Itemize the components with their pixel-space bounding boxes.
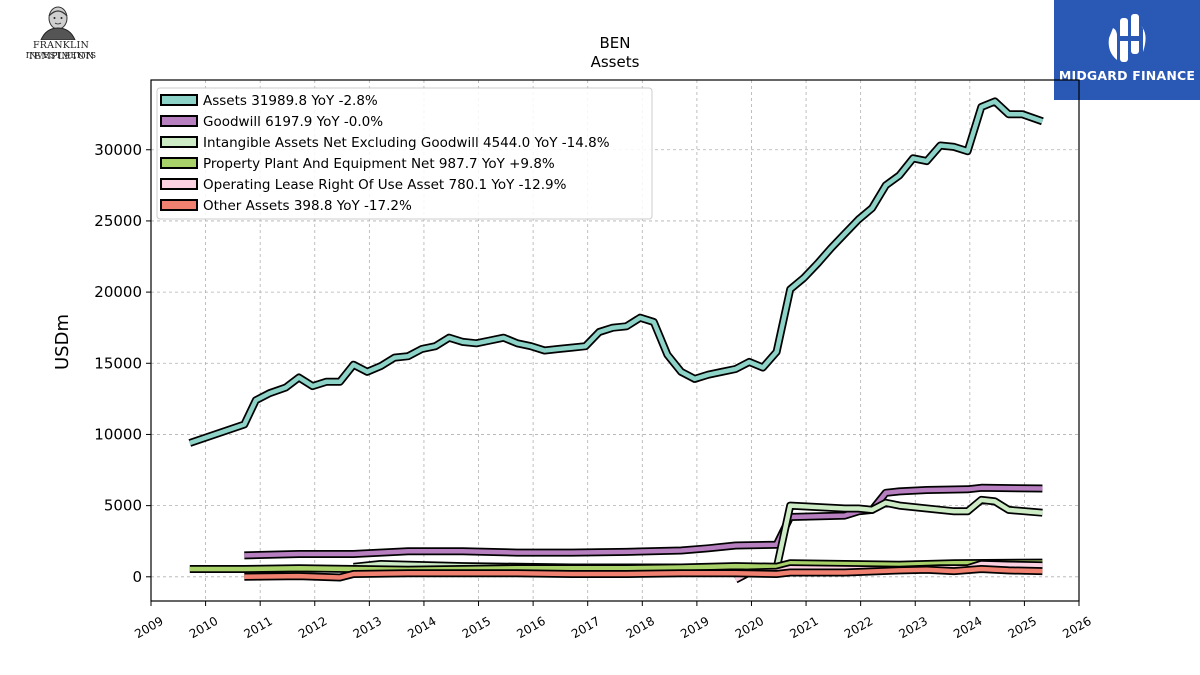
y-tick-label: 5000 <box>104 497 142 515</box>
series-line <box>244 566 1043 580</box>
plot-frame <box>150 79 1080 602</box>
y-tick-label: 25000 <box>94 212 142 230</box>
legend: Assets 31989.8 YoY -2.8% Goodwill 6197.9 … <box>156 87 653 220</box>
legend-box <box>156 87 653 220</box>
x-tick-label: 2015 <box>460 614 493 641</box>
x-tick-label: 2025 <box>1006 614 1039 641</box>
legend-swatch <box>160 115 198 127</box>
x-tick-label: 2011 <box>241 614 274 641</box>
series-intangible-assets-net-excluding-goodwill <box>353 495 1043 573</box>
franklin-templeton-logo: FRANKLIN TEMPLETON INVESTMENTS <box>0 0 125 70</box>
series-goodwill <box>244 483 1043 560</box>
x-tick-label: 2019 <box>678 614 711 641</box>
x-tick-label: 2021 <box>787 614 820 641</box>
series-line <box>244 485 1043 558</box>
x-tick-label: 2022 <box>842 614 875 641</box>
series-line <box>189 560 1043 572</box>
legend-label: Other Assets 398.8 YoY -17.2% <box>203 198 412 214</box>
legend-swatch <box>160 178 198 190</box>
x-tick-label: 2017 <box>569 614 602 641</box>
legend-label: Goodwill 6197.9 YoY -0.0% <box>203 114 383 130</box>
y-tick-label: 15000 <box>94 354 142 372</box>
y-tick-label: 10000 <box>94 425 142 443</box>
series-other-assets <box>244 565 1043 582</box>
x-tick-label: 2014 <box>405 614 438 641</box>
series-property-plant-and-equipment-net <box>189 558 1043 574</box>
y-tick-label: 30000 <box>94 141 142 159</box>
series-line-outline <box>244 483 1043 560</box>
x-tick-label: 2026 <box>1060 614 1093 641</box>
x-tick-label: 2013 <box>351 614 384 641</box>
x-tick-label: 2018 <box>624 614 657 641</box>
chart-title: BEN <box>600 34 631 52</box>
x-tick-label: 2024 <box>951 614 984 641</box>
legend-label: Intangible Assets Net Excluding Goodwill… <box>203 135 610 151</box>
legend-swatch <box>160 157 198 169</box>
y-tick-label: 0 <box>132 568 142 586</box>
x-axis: 2009 2010 2011 2012 2013 2014 2015 2016 2017 2018… <box>132 601 1094 641</box>
midgard-finance-name: MIDGARD FINANCE <box>1058 68 1196 83</box>
legend-label: Operating Lease Right Of Use Asset 780.1… <box>203 177 567 193</box>
logo-line-1: FRANKLIN TEMPLETON <box>27 40 95 62</box>
x-tick-label: 2016 <box>514 614 547 641</box>
x-tick-label: 2023 <box>897 614 930 641</box>
portrait-icon <box>40 6 76 40</box>
y-axis: 0 5000 10000 15000 20000 25000 30000 <box>94 141 151 586</box>
x-tick-label: 2020 <box>733 614 766 641</box>
y-axis-label: USDm <box>52 314 73 370</box>
series-line <box>189 99 1044 446</box>
series-line <box>353 497 1043 571</box>
series-assets <box>188 97 1044 447</box>
x-tick-label: 2010 <box>187 614 220 641</box>
x-tick-label: 2012 <box>296 614 329 641</box>
logo-line-2: INVESTMENTS <box>25 51 97 61</box>
legend-label: Property Plant And Equipment Net 987.7 Y… <box>203 156 555 172</box>
legend-label: Assets 31989.8 YoY -2.8% <box>203 93 378 109</box>
chart-subtitle: Assets <box>591 53 640 71</box>
y-tick-label: 20000 <box>94 283 142 301</box>
legend-swatch <box>160 199 198 211</box>
legend-swatch <box>160 94 198 106</box>
midgard-mark-icon <box>1108 14 1146 62</box>
x-tick-label: 2009 <box>132 614 165 641</box>
midgard-finance-logo: MIDGARD FINANCE <box>1054 0 1200 100</box>
series-layer <box>188 97 1044 584</box>
legend-swatch <box>160 136 198 148</box>
